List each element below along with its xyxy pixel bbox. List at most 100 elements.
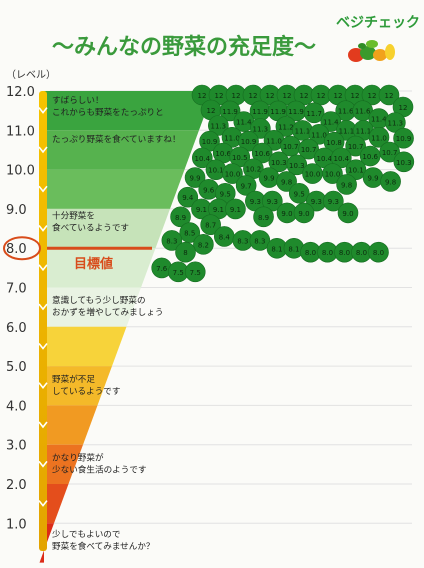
result-sticker: 7.5 — [184, 261, 206, 283]
sticker-value: 10.4 — [317, 155, 333, 163]
tick-label: 11.0 — [6, 124, 35, 139]
sticker-value: 8.1 — [288, 245, 299, 253]
sticker-value: 11.1 — [295, 127, 311, 135]
result-sticker: 9.0 — [337, 202, 359, 224]
axis-arrow — [38, 146, 48, 154]
sticker-dot — [219, 100, 241, 122]
result-sticker: 10.3 — [393, 151, 415, 173]
sticker-value: 8.7 — [205, 222, 216, 230]
sticker-value: 11.9 — [270, 108, 286, 116]
sticker-value: 11.3 — [253, 126, 269, 134]
result-sticker: 12 — [392, 96, 414, 118]
axis-arrow — [38, 421, 48, 429]
level-message-line: 少しでもよいので — [52, 529, 121, 540]
sticker-value: 10.6 — [254, 150, 270, 158]
sticker-value: 12 — [215, 92, 224, 100]
sticker-value: 8.0 — [339, 249, 350, 257]
result-sticker: 8.1 — [283, 237, 305, 259]
sticker-value: 12 — [399, 104, 408, 112]
result-sticker: 10.3 — [286, 154, 308, 176]
sticker-value: 9.8 — [385, 178, 396, 186]
sticker-value: 8.9 — [258, 214, 269, 222]
sticker-value: 9.8 — [341, 181, 352, 189]
sticker-value: 12 — [198, 92, 207, 100]
result-sticker: 11.3 — [208, 115, 229, 136]
axis-arrow — [38, 342, 48, 350]
result-sticker: 8.7 — [200, 214, 221, 235]
sticker-value: 8.4 — [219, 233, 231, 241]
sticker-value: 11.3 — [388, 120, 404, 128]
sticker-dot — [378, 84, 400, 106]
result-sticker: 10.7 — [345, 135, 366, 157]
result-sticker: 10.0 — [302, 163, 323, 184]
sticker-value: 9.9 — [263, 175, 274, 183]
result-sticker: 9.4 — [177, 186, 199, 208]
axis-arrow — [38, 107, 48, 114]
sticker-value: 8.3 — [237, 237, 248, 245]
sticker-dot — [192, 147, 213, 169]
sticker-value: 9.5 — [294, 190, 305, 198]
level-band — [44, 326, 127, 367]
sticker-value: 11.4 — [371, 116, 387, 124]
sticker-value: 10.4 — [334, 155, 350, 163]
sticker-value: 9.0 — [298, 210, 309, 218]
tick-label: 10.0 — [6, 164, 35, 179]
axis-arrow — [38, 500, 48, 507]
axis-unit-label: （レベル） — [6, 69, 56, 81]
sticker-dot — [337, 202, 359, 224]
level-message-line: 十分野菜を — [52, 210, 95, 222]
level-bands — [39, 91, 214, 563]
sticker-value: 9.5 — [220, 190, 231, 198]
sticker-value: 10.2 — [246, 166, 262, 174]
result-sticker: 9.1 — [225, 198, 246, 220]
result-sticker: 9.7 — [235, 175, 257, 196]
sticker-value: 11.6 — [355, 108, 371, 116]
sticker-value: 12 — [368, 92, 377, 100]
result-sticker: 11.0 — [368, 127, 390, 148]
sticker-value: 8.5 — [184, 230, 195, 238]
sticker-value: 11.0 — [311, 131, 327, 139]
result-sticker: 8.9 — [253, 206, 274, 228]
sticker-value: 11.0 — [371, 134, 387, 142]
sticker-value: 9.3 — [328, 198, 339, 206]
sticker-dot — [249, 230, 271, 251]
sticker-value: 12 — [334, 92, 343, 100]
sticker-value: 12 — [232, 92, 241, 100]
level-message-line: たっぷり野菜を食べていますね！ — [52, 133, 181, 145]
sticker-value: 11.3 — [211, 123, 227, 131]
chart-title: ～みんなの野菜の充足度～ — [52, 34, 316, 60]
sticker-value: 11.4 — [323, 119, 339, 127]
result-sticker: 9.0 — [293, 202, 315, 224]
level-band — [44, 130, 199, 170]
sticker-value: 10.0 — [225, 171, 241, 179]
sticker-value: 9.7 — [241, 182, 252, 190]
sticker-value: 10.0 — [305, 171, 321, 179]
sticker-value: 11.9 — [222, 108, 238, 116]
sticker-value: 12 — [249, 92, 258, 100]
sticker-dot — [303, 102, 325, 124]
sticker-dot — [225, 198, 246, 220]
tick-label: 8.0 — [6, 242, 27, 257]
sticker-value: 9.1 — [196, 206, 207, 214]
result-sticker: 10.6 — [359, 145, 381, 167]
sticker-value: 8.0 — [356, 249, 367, 257]
tick-label: 12.0 — [6, 85, 35, 100]
sticker-dot — [208, 115, 229, 136]
sticker-value: 10.4 — [195, 155, 211, 163]
axis-arrow — [38, 460, 48, 468]
sticker-dot — [298, 138, 319, 160]
level-band — [44, 366, 112, 406]
sticker-value: 10.9 — [202, 138, 218, 146]
result-sticker: 8.0 — [368, 241, 389, 263]
result-sticker: 10.3 — [268, 151, 290, 173]
result-sticker: 10.7 — [379, 141, 400, 163]
tick-label: 2.0 — [6, 478, 27, 493]
sticker-value: 12 — [317, 92, 326, 100]
sticker-dot — [251, 142, 273, 164]
sticker-value: 10.9 — [396, 135, 412, 143]
sticker-value: 11.1 — [356, 127, 372, 135]
sticker-dot — [359, 145, 381, 167]
result-sticker: 10.6 — [251, 142, 273, 164]
